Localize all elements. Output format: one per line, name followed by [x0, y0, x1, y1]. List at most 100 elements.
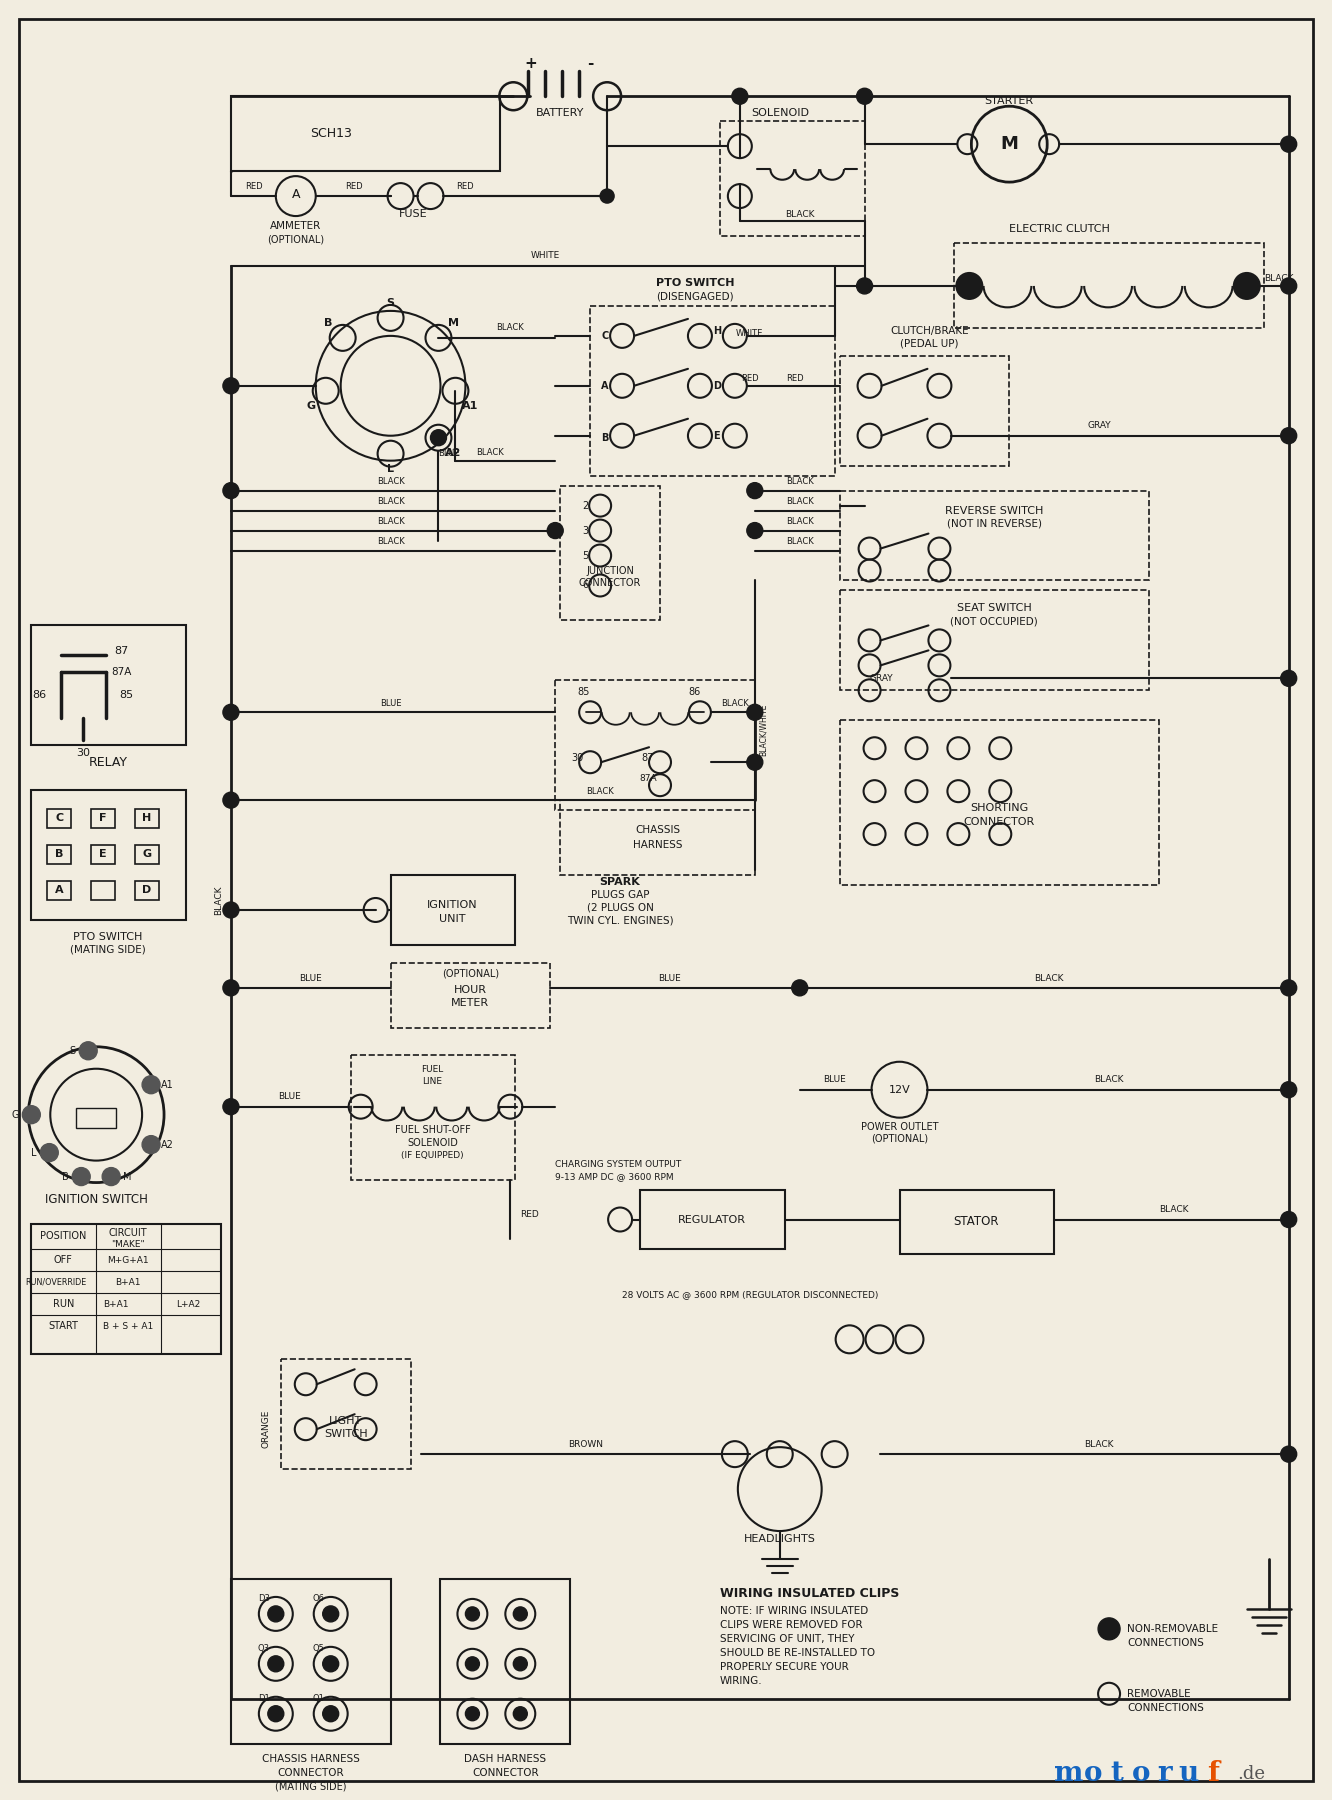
Text: (NOT OCCUPIED): (NOT OCCUPIED)	[951, 616, 1038, 626]
Text: BLACK/WHITE: BLACK/WHITE	[758, 704, 767, 756]
Text: REGULATOR: REGULATOR	[678, 1215, 746, 1224]
Text: CLIPS WERE REMOVED FOR: CLIPS WERE REMOVED FOR	[719, 1620, 863, 1629]
Circle shape	[322, 1656, 338, 1672]
Text: RED: RED	[245, 182, 262, 191]
Text: BLACK: BLACK	[786, 517, 814, 526]
Circle shape	[465, 1656, 480, 1670]
Text: RED: RED	[457, 182, 474, 191]
Text: 86: 86	[689, 688, 701, 697]
Circle shape	[513, 1706, 527, 1721]
Circle shape	[222, 792, 238, 808]
Bar	[641, 1190, 785, 1249]
Circle shape	[856, 277, 872, 293]
Text: NOTE: IF WIRING INSULATED: NOTE: IF WIRING INSULATED	[719, 1606, 868, 1616]
Text: IGNITION SWITCH: IGNITION SWITCH	[45, 1193, 148, 1206]
Text: A1: A1	[161, 1080, 173, 1089]
Text: B: B	[55, 850, 64, 859]
Circle shape	[791, 979, 807, 995]
Circle shape	[1280, 670, 1296, 686]
Text: PLUGS GAP: PLUGS GAP	[591, 889, 649, 900]
Text: 87A: 87A	[111, 668, 132, 677]
Bar	[590, 306, 835, 475]
Text: TWIN CYL. ENGINES): TWIN CYL. ENGINES)	[567, 916, 674, 925]
Bar	[48, 810, 71, 828]
Text: CIRCUIT: CIRCUIT	[109, 1228, 148, 1238]
Text: (2 PLUGS ON: (2 PLUGS ON	[586, 904, 654, 913]
Text: Q3: Q3	[258, 1645, 270, 1654]
Text: (OPTIONAL): (OPTIONAL)	[268, 234, 324, 245]
Bar	[32, 625, 186, 745]
Circle shape	[143, 1136, 160, 1154]
Text: 28 VOLTS AC @ 3600 RPM (REGULATOR DISCONNECTED): 28 VOLTS AC @ 3600 RPM (REGULATOR DISCON…	[622, 1291, 878, 1300]
Text: JUNCTION: JUNCTION	[586, 565, 634, 576]
Text: t: t	[1111, 1760, 1123, 1787]
Text: AMMETER: AMMETER	[270, 221, 321, 230]
Circle shape	[1280, 1445, 1296, 1462]
Text: LINE: LINE	[422, 1076, 442, 1085]
Text: BLUE: BLUE	[278, 1093, 301, 1102]
Circle shape	[1280, 137, 1296, 153]
Text: M: M	[123, 1172, 132, 1181]
Text: D: D	[143, 886, 152, 895]
Bar	[135, 810, 159, 828]
Text: POWER OUTLET: POWER OUTLET	[860, 1121, 938, 1132]
Text: PTO SWITCH: PTO SWITCH	[73, 932, 143, 941]
Text: (MATING SIDE): (MATING SIDE)	[71, 945, 147, 956]
Bar	[135, 844, 159, 864]
Text: BLACK: BLACK	[786, 477, 814, 486]
Circle shape	[222, 902, 238, 918]
Text: O6: O6	[313, 1595, 325, 1604]
Text: H: H	[713, 326, 721, 337]
Circle shape	[1280, 277, 1296, 293]
Text: BLACK: BLACK	[1264, 274, 1293, 283]
Circle shape	[79, 1042, 97, 1060]
Text: u: u	[1179, 1760, 1199, 1787]
Text: RUN/OVERRIDE: RUN/OVERRIDE	[25, 1278, 87, 1287]
Text: BLACK: BLACK	[377, 497, 405, 506]
Text: o: o	[1132, 1760, 1151, 1787]
Text: (IF EQUIPPED): (IF EQUIPPED)	[401, 1152, 464, 1161]
Text: A: A	[55, 886, 64, 895]
Text: HOUR: HOUR	[454, 985, 488, 995]
Text: (NOT IN REVERSE): (NOT IN REVERSE)	[947, 518, 1042, 529]
Text: WIRING INSULATED CLIPS: WIRING INSULATED CLIPS	[719, 1588, 899, 1600]
Bar	[719, 121, 864, 236]
Text: B: B	[324, 319, 332, 328]
Circle shape	[1233, 274, 1260, 299]
Text: (OPTIONAL): (OPTIONAL)	[442, 968, 500, 979]
Bar	[230, 95, 501, 171]
Text: "MAKE": "MAKE"	[112, 1240, 145, 1249]
Text: B: B	[602, 432, 609, 443]
Text: BLACK: BLACK	[497, 324, 525, 333]
Text: 87: 87	[642, 752, 654, 763]
Circle shape	[1280, 979, 1296, 995]
Text: BLACK: BLACK	[786, 536, 814, 545]
Text: BLACK: BLACK	[1159, 1204, 1188, 1213]
Text: 12V: 12V	[888, 1085, 910, 1094]
Circle shape	[23, 1105, 40, 1123]
Circle shape	[72, 1168, 91, 1186]
Text: A2: A2	[161, 1139, 173, 1150]
Bar	[390, 875, 515, 945]
Text: G: G	[306, 401, 316, 410]
Text: RED: RED	[786, 374, 803, 383]
Circle shape	[956, 274, 982, 299]
Circle shape	[1098, 1618, 1120, 1640]
Circle shape	[222, 482, 238, 499]
Text: 87A: 87A	[639, 774, 657, 783]
Circle shape	[747, 754, 763, 770]
Text: G: G	[12, 1109, 19, 1120]
Bar	[955, 243, 1264, 328]
Text: M: M	[1000, 135, 1018, 153]
Circle shape	[143, 1076, 160, 1094]
Text: A1: A1	[462, 401, 478, 410]
Circle shape	[547, 522, 563, 538]
Text: B: B	[61, 1172, 69, 1181]
Text: 2: 2	[582, 500, 589, 511]
Text: PROPERLY SECURE YOUR: PROPERLY SECURE YOUR	[719, 1661, 848, 1672]
Text: BLUE: BLUE	[658, 974, 682, 983]
Circle shape	[222, 1098, 238, 1114]
Bar	[441, 1579, 570, 1744]
Text: ORANGE: ORANGE	[261, 1409, 270, 1449]
Text: REMOVABLE: REMOVABLE	[1127, 1688, 1191, 1699]
